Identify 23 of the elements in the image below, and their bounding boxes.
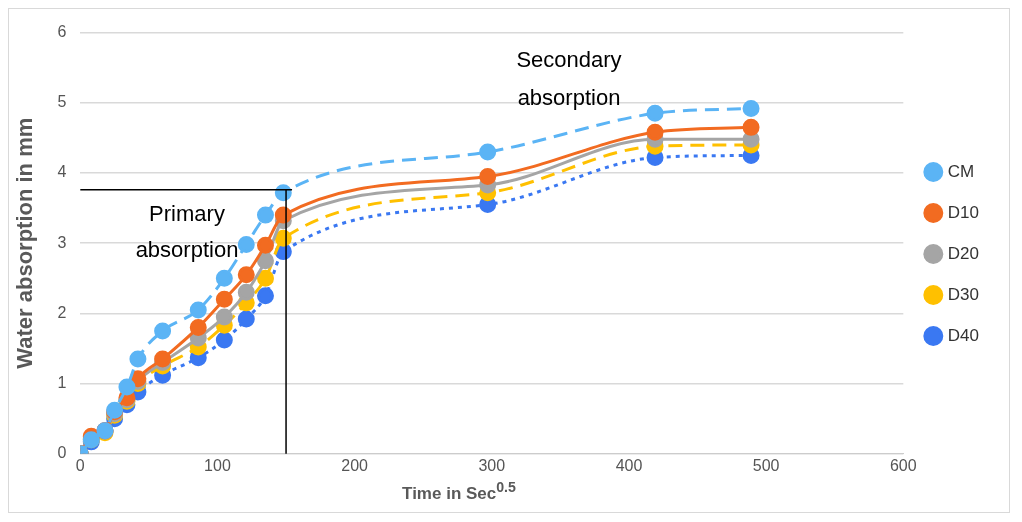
- y-tick-label: 6: [57, 23, 67, 41]
- x-tick-label: 400: [615, 456, 643, 474]
- legend-label: CM: [947, 161, 975, 181]
- x-tick-label: 100: [204, 456, 231, 474]
- x-axis-title: Time in Sec$^{0.5}$: [401, 479, 517, 505]
- y-axis-title: Water absorption in mm: [12, 117, 38, 369]
- x-tick-label: 200: [341, 456, 369, 474]
- x-tick-label: 300: [478, 456, 506, 474]
- annotation: Secondary absorption: [516, 47, 622, 110]
- y-tick-label: 4: [57, 163, 67, 181]
- y-tick-label: 2: [57, 303, 67, 321]
- y-tick-label: 1: [57, 374, 67, 392]
- y-tick-label: 3: [57, 233, 67, 251]
- y-tick-label: 5: [57, 93, 67, 111]
- annotation: Primary absorption: [135, 201, 239, 262]
- legend-label: D30: [947, 284, 979, 304]
- legend-label: D10: [947, 202, 979, 222]
- legend-label: D20: [947, 243, 979, 263]
- legend-label: D40: [947, 325, 979, 345]
- x-tick-label: 0: [75, 456, 85, 474]
- y-tick-label: 0: [57, 444, 67, 462]
- x-tick-label: 600: [889, 456, 917, 474]
- x-tick-label: 500: [752, 456, 780, 474]
